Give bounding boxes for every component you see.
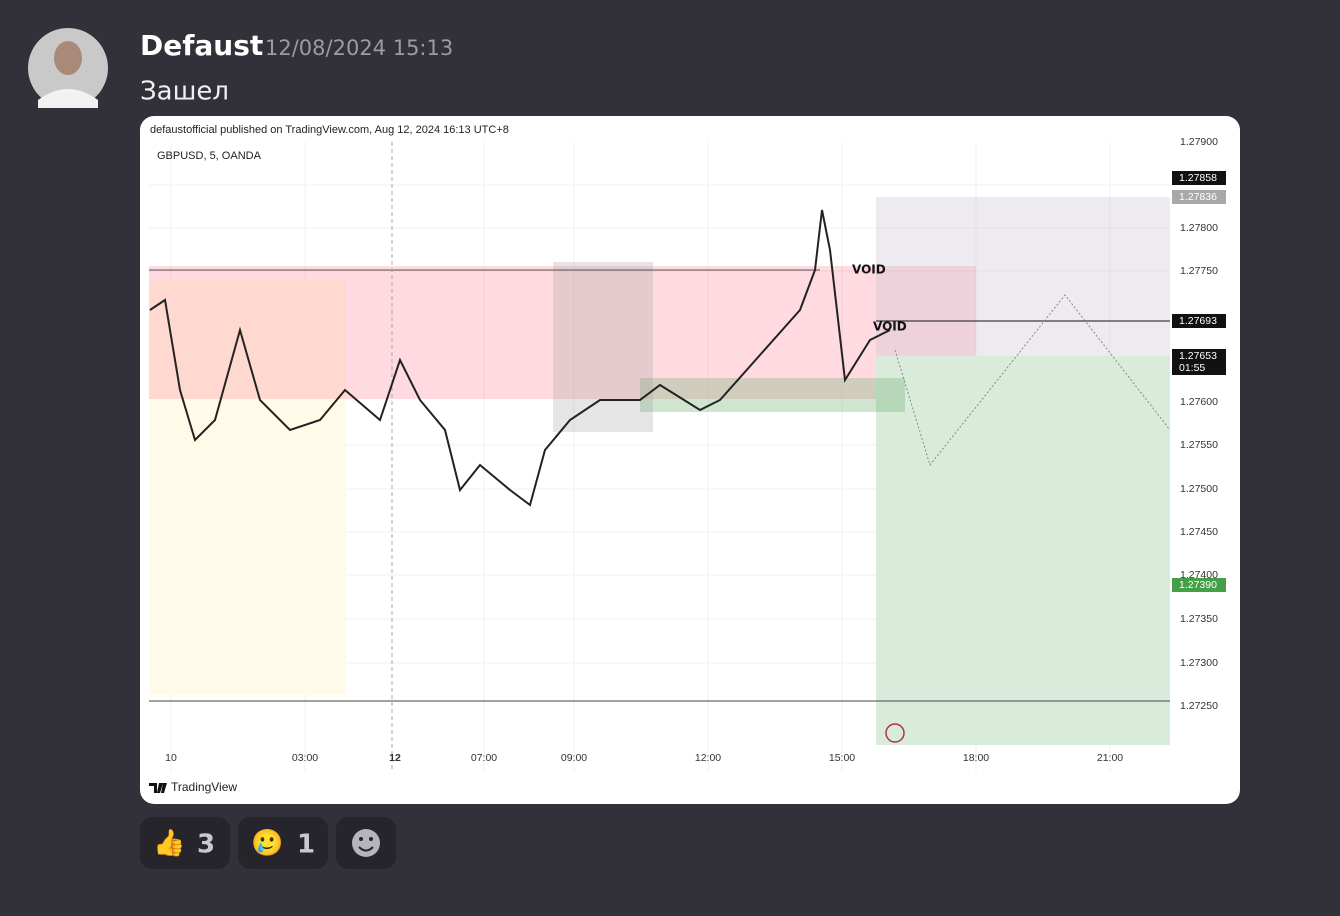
x-axis-label: 09:00 [561, 752, 587, 764]
y-axis-label: 1.27350 [1180, 613, 1218, 625]
price-tag-text: 1.27836 [1179, 191, 1217, 203]
y-axis-label: 1.27300 [1180, 657, 1218, 669]
x-axis-label: 07:00 [471, 752, 497, 764]
price-tag [1172, 314, 1226, 328]
timestamp: 12/08/2024 15:13 [265, 36, 453, 60]
annotation: VOID [852, 263, 886, 277]
x-axis-label: 18:00 [963, 752, 989, 764]
reaction-count: 3 [197, 830, 215, 860]
y-axis-label: 1.27450 [1180, 526, 1218, 538]
symbol: GBPUSD, 5, OANDA [157, 150, 262, 162]
target-zone [876, 356, 1170, 745]
price-tag [1172, 171, 1226, 185]
avatar-shirt [38, 89, 98, 108]
session-zone [149, 280, 346, 695]
reaction-emoji: 👍 [153, 828, 185, 859]
y-axis-label: 1.27900 [1180, 136, 1218, 148]
add-reaction-icon [352, 829, 380, 857]
y-axis-label: 1.27600 [1180, 396, 1218, 408]
supply-zone [149, 266, 976, 399]
reaction[interactable] [238, 817, 328, 869]
reaction-count: 1 [297, 830, 315, 860]
add-reaction-icon [358, 846, 374, 852]
x-axis-label: 03:00 [292, 752, 318, 764]
y-axis-label: 1.27800 [1180, 222, 1218, 234]
footer: TradingView [171, 780, 237, 794]
x-axis-label: 21:00 [1097, 752, 1123, 764]
price-tag-text: 1.27858 [1179, 172, 1217, 184]
price-tag [1172, 190, 1226, 204]
y-axis-label: 1.27400 [1180, 569, 1218, 581]
reaction[interactable] [140, 817, 230, 869]
annotation: VOID [873, 320, 907, 334]
price-tag [1172, 578, 1226, 592]
add-reaction-icon [369, 837, 373, 841]
price-path [149, 209, 891, 507]
price-tag-text: 1.27693 [1179, 315, 1217, 327]
y-axis-label: 1.27500 [1180, 483, 1218, 495]
reaction-emoji: 🥲 [251, 829, 283, 859]
add-reaction-icon [359, 837, 363, 841]
tv-logo [149, 783, 167, 793]
price-tag-text: 1.27653 [1179, 350, 1217, 362]
alert-icon [885, 723, 905, 743]
x-axis-label: 15:00 [829, 752, 855, 764]
author[interactable]: Defaust [140, 29, 263, 62]
countdown: 01:55 [1179, 362, 1205, 374]
x-axis-label: 10 [165, 752, 177, 764]
price-tag [1172, 349, 1226, 375]
y-axis-label: 1.27750 [1180, 265, 1218, 277]
stop-zone [876, 197, 1170, 356]
volume-profile [553, 262, 653, 432]
demand-zone [640, 378, 905, 412]
y-axis-label: 1.27550 [1180, 439, 1218, 451]
x-axis-label: 12 [389, 752, 401, 764]
x-axis-label: 12:00 [695, 752, 721, 764]
price-tag-text: 1.27390 [1179, 579, 1217, 591]
projection-path [894, 294, 1171, 467]
avatar-face [54, 41, 82, 75]
embed-header: defaustofficial published on TradingView… [150, 124, 509, 136]
message-text: Зашел [140, 77, 229, 107]
y-axis-label: 1.27250 [1180, 700, 1218, 712]
